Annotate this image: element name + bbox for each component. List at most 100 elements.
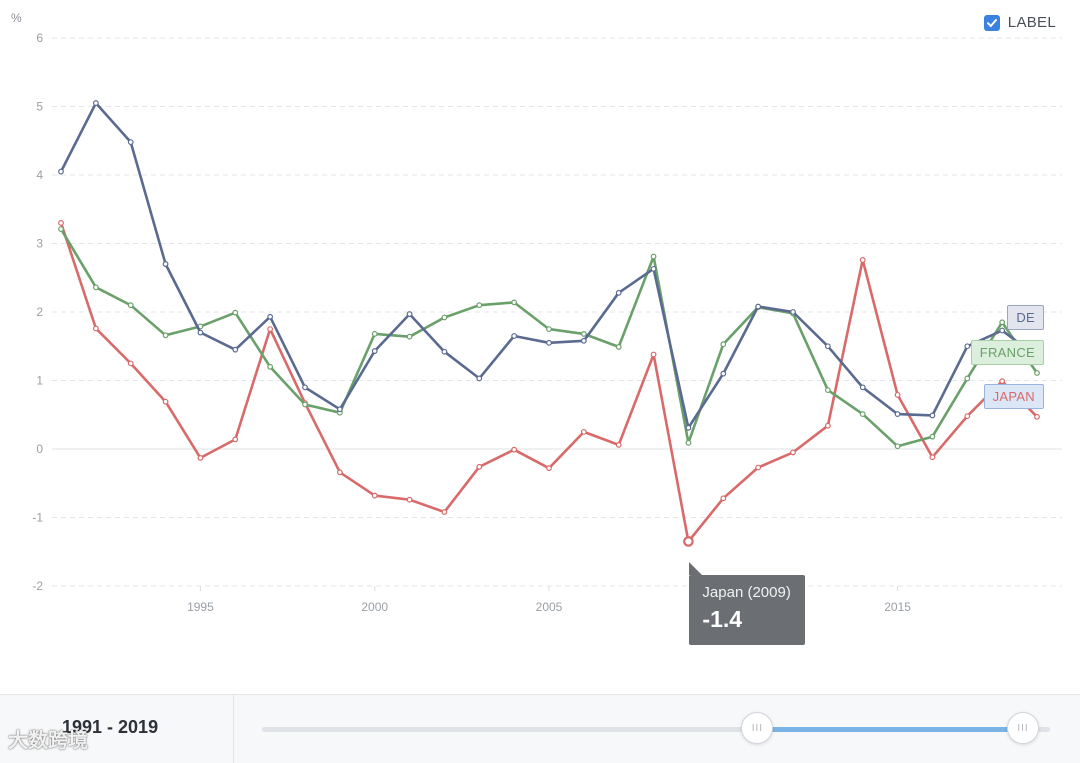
line-chart: % -2 -1 0 1 2 3 4 5 6 1995 2000 2005 2015 bbox=[11, 11, 1062, 614]
data-point-japan bbox=[859, 257, 866, 263]
y-tick-label: -2 bbox=[32, 579, 43, 593]
data-point-france bbox=[685, 439, 692, 446]
data-point-de bbox=[929, 412, 936, 419]
range-slider-end-handle[interactable]: III bbox=[1007, 712, 1039, 744]
data-point-japan bbox=[580, 428, 587, 435]
data-point-japan bbox=[894, 391, 901, 398]
data-point-japan bbox=[999, 378, 1006, 385]
data-point-japan bbox=[232, 436, 239, 443]
data-point-japan bbox=[406, 496, 413, 503]
data-point-de bbox=[511, 333, 518, 339]
data-point-france bbox=[546, 326, 552, 333]
data-point-france bbox=[720, 341, 727, 348]
data-point-france bbox=[1034, 370, 1040, 376]
data-point-de bbox=[894, 411, 901, 417]
data-point-france bbox=[894, 443, 901, 450]
data-point-france bbox=[929, 433, 936, 440]
data-point-japan bbox=[824, 422, 831, 429]
data-point-de bbox=[685, 424, 692, 431]
footer-divider bbox=[233, 695, 234, 763]
data-point-japan bbox=[929, 454, 936, 461]
data-point-de bbox=[197, 329, 204, 336]
data-point-de bbox=[790, 309, 796, 315]
y-tick-label: 3 bbox=[36, 237, 43, 251]
tooltip-title: Japan (2009) bbox=[702, 584, 791, 602]
data-point-de bbox=[162, 261, 169, 267]
y-tick-label: 4 bbox=[36, 168, 43, 182]
series-end-label-japan: JAPAN bbox=[983, 384, 1044, 409]
y-tick-label: 2 bbox=[36, 305, 43, 319]
data-point-japan bbox=[790, 449, 796, 456]
data-point-de bbox=[302, 384, 308, 391]
x-tick-label: 1995 bbox=[187, 600, 214, 614]
range-slider-selection[interactable] bbox=[756, 727, 1022, 732]
data-point-france bbox=[999, 319, 1006, 326]
data-point-japan bbox=[162, 398, 169, 405]
data-point-de bbox=[406, 311, 413, 317]
y-tick-label: 5 bbox=[36, 100, 43, 114]
series-end-label-france: FRANCE bbox=[970, 340, 1044, 365]
data-point-de bbox=[824, 343, 831, 350]
data-point-france bbox=[302, 401, 308, 408]
data-point-france bbox=[92, 284, 99, 291]
range-slider-track[interactable] bbox=[262, 727, 1050, 732]
data-point-de bbox=[964, 343, 971, 350]
data-point-japan bbox=[197, 455, 204, 461]
y-axis-unit-label: % bbox=[11, 11, 22, 25]
data-point-france bbox=[127, 302, 134, 309]
series-line-japan bbox=[59, 221, 1039, 543]
data-point-de bbox=[859, 384, 866, 391]
data-point-france bbox=[162, 332, 169, 339]
y-tick-label: -1 bbox=[32, 511, 43, 525]
data-tooltip: Japan (2009) -1.4 bbox=[689, 562, 805, 646]
data-point-de bbox=[546, 339, 552, 346]
data-point-france bbox=[650, 253, 657, 260]
x-tick-label: 2005 bbox=[536, 600, 563, 614]
tooltip-value: -1.4 bbox=[702, 606, 743, 633]
data-point-france bbox=[511, 299, 518, 306]
label-toggle-text: LABEL bbox=[1007, 14, 1056, 31]
series-line-france bbox=[59, 227, 1039, 448]
data-point-de bbox=[371, 348, 378, 354]
data-point-japan bbox=[964, 413, 971, 420]
data-point-japan bbox=[92, 325, 99, 332]
highlighted-data-point bbox=[683, 536, 694, 547]
data-point-de bbox=[232, 346, 239, 353]
series-end-label-de: DE bbox=[1007, 305, 1044, 330]
data-point-japan bbox=[650, 351, 657, 358]
data-point-france bbox=[232, 309, 239, 316]
data-point-japan bbox=[476, 463, 483, 470]
data-point-france bbox=[406, 333, 413, 340]
series-line-de bbox=[59, 101, 1039, 430]
range-slider-start-handle[interactable]: III bbox=[741, 712, 774, 744]
data-point-france bbox=[267, 363, 274, 370]
x-tick-label: 2000 bbox=[361, 600, 388, 614]
data-point-france bbox=[615, 344, 622, 350]
data-point-japan bbox=[1034, 413, 1040, 420]
label-toggle[interactable]: LABEL bbox=[983, 14, 1056, 31]
data-point-de bbox=[92, 100, 99, 106]
data-point-france bbox=[476, 302, 483, 309]
data-point-france bbox=[859, 411, 866, 417]
data-point-de bbox=[267, 313, 274, 320]
x-tick-label: 2015 bbox=[884, 600, 911, 614]
data-point-de bbox=[336, 406, 343, 413]
data-point-de bbox=[720, 370, 727, 377]
data-point-de bbox=[615, 289, 622, 296]
data-point-de bbox=[127, 139, 134, 146]
data-point-japan bbox=[371, 492, 378, 499]
data-point-de bbox=[755, 303, 762, 310]
data-point-japan bbox=[755, 464, 762, 471]
data-point-de bbox=[58, 168, 64, 175]
data-point-japan bbox=[336, 469, 343, 476]
data-point-france bbox=[371, 331, 378, 337]
data-point-japan bbox=[58, 220, 64, 226]
data-point-de bbox=[580, 337, 587, 344]
data-point-de bbox=[476, 375, 483, 382]
data-point-de bbox=[650, 265, 657, 272]
y-tick-label: 0 bbox=[36, 442, 43, 456]
data-point-japan bbox=[720, 495, 727, 502]
checkbox-checked-icon[interactable] bbox=[983, 14, 1000, 31]
y-tick-label: 1 bbox=[36, 374, 43, 388]
data-point-japan bbox=[441, 509, 448, 515]
